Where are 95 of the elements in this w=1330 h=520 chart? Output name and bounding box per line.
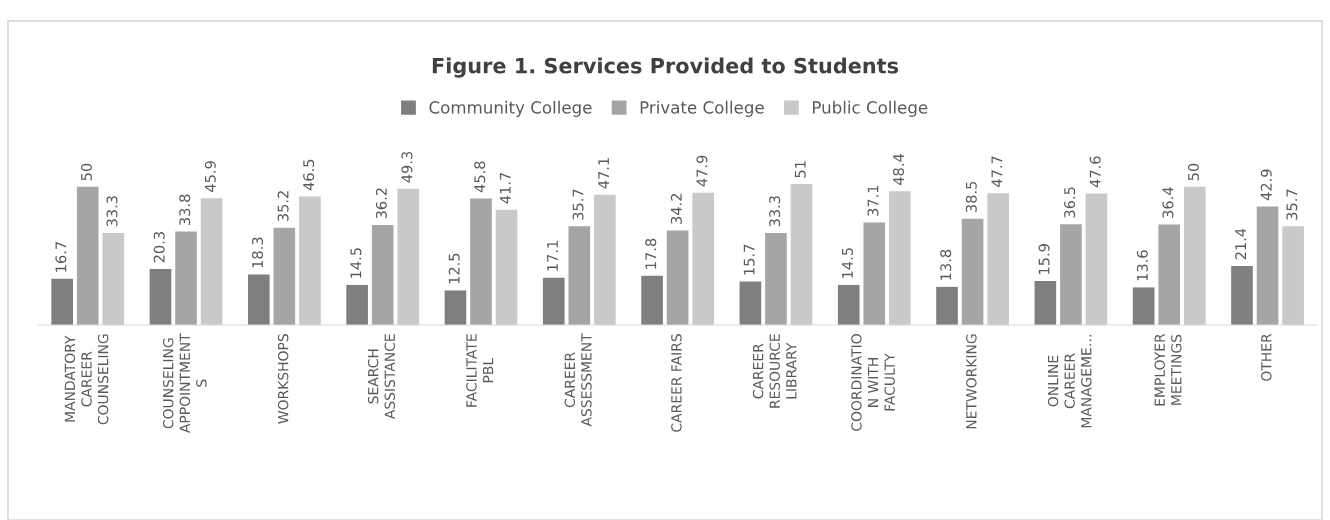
data-label: 47.6 bbox=[1089, 156, 1101, 188]
x-tick-label: FACILITATE PBL bbox=[466, 334, 494, 407]
bar bbox=[1158, 224, 1181, 325]
data-label: 37.1 bbox=[867, 185, 879, 216]
bar bbox=[76, 186, 99, 325]
x-tick-label: MANDATORY CAREER COUNSELING bbox=[64, 334, 109, 425]
bar bbox=[1034, 281, 1057, 325]
bar bbox=[149, 268, 172, 325]
data-label: 33.8 bbox=[179, 194, 191, 225]
bar bbox=[1256, 206, 1279, 325]
bar bbox=[495, 209, 518, 325]
bar bbox=[299, 196, 321, 325]
bar bbox=[371, 224, 394, 325]
data-label: 45.9 bbox=[204, 161, 216, 192]
data-label: 41.7 bbox=[499, 173, 511, 204]
bar bbox=[444, 290, 467, 325]
x-tick-label: CAREER FAIRS bbox=[671, 334, 682, 432]
data-label: 36.2 bbox=[375, 188, 387, 219]
bar bbox=[666, 230, 689, 325]
bar bbox=[51, 278, 73, 325]
data-label: 50 bbox=[80, 163, 92, 181]
data-label: 13.6 bbox=[1136, 250, 1148, 281]
x-tick-label: ONLINE CAREER MANAGEME… bbox=[1047, 334, 1092, 428]
data-label: 38.5 bbox=[965, 181, 977, 212]
bar bbox=[568, 226, 591, 325]
bar bbox=[863, 222, 886, 325]
bar bbox=[987, 193, 1009, 325]
bar bbox=[641, 275, 663, 325]
bar bbox=[102, 233, 125, 325]
bar bbox=[1085, 193, 1108, 325]
data-label: 15.9 bbox=[1038, 244, 1050, 274]
data-label: 16.7 bbox=[55, 242, 67, 272]
data-label: 51 bbox=[794, 161, 806, 178]
x-tick-label: CAREER ASSESSMENT bbox=[564, 333, 592, 427]
data-label: 13.8 bbox=[940, 249, 952, 280]
data-label: 47.1 bbox=[598, 158, 609, 189]
bar bbox=[1060, 224, 1082, 325]
data-label: 47.7 bbox=[991, 156, 1003, 187]
bar bbox=[273, 227, 296, 325]
data-label: 36.5 bbox=[1064, 187, 1076, 218]
bar bbox=[1132, 287, 1155, 325]
data-label: 33.3 bbox=[106, 196, 118, 227]
bar bbox=[837, 284, 860, 325]
legend-label: Private College bbox=[640, 100, 764, 117]
data-label: 35.7 bbox=[572, 189, 584, 220]
data-label: 15.7 bbox=[743, 244, 755, 275]
bar bbox=[961, 218, 984, 325]
bar bbox=[1231, 265, 1253, 325]
bar bbox=[397, 188, 420, 325]
x-tick-label: WORKSHOPS bbox=[277, 334, 289, 424]
chart-title: Figure 1. Services Provided to Students bbox=[432, 57, 899, 78]
bar bbox=[790, 184, 813, 325]
x-tick-label: SEARCH ASSISTANCE bbox=[367, 334, 396, 420]
bar bbox=[594, 194, 616, 325]
x-tick-label: EMPLOYER MEETINGS bbox=[1154, 333, 1182, 406]
legend-label: Community College bbox=[429, 100, 592, 117]
data-label: 20.3 bbox=[153, 232, 165, 263]
bar bbox=[247, 274, 270, 325]
data-label: 17.8 bbox=[645, 238, 657, 269]
data-label: 33.3 bbox=[769, 196, 781, 227]
x-tick-label: CAREER RESOURCE LIBRARY bbox=[752, 334, 797, 408]
x-tick-label: OTHER bbox=[1261, 333, 1272, 381]
data-label: 46.5 bbox=[303, 159, 315, 191]
bar bbox=[1183, 186, 1206, 325]
data-label: 21.4 bbox=[1235, 228, 1246, 260]
data-label: 14.5 bbox=[350, 248, 362, 278]
x-tick-label: NETWORKING bbox=[966, 334, 977, 429]
data-label: 50 bbox=[1187, 163, 1200, 181]
bar bbox=[889, 191, 911, 325]
data-label: 14.5 bbox=[842, 248, 853, 278]
bar bbox=[175, 231, 197, 325]
bar bbox=[542, 277, 565, 325]
bar bbox=[692, 192, 715, 325]
data-label: 36.4 bbox=[1162, 187, 1174, 218]
data-label: 42.9 bbox=[1260, 169, 1272, 201]
data-label: 48.4 bbox=[893, 154, 905, 186]
data-label: 49.3 bbox=[401, 151, 413, 183]
bar bbox=[1282, 226, 1304, 325]
data-label: 18.3 bbox=[252, 237, 264, 268]
bar bbox=[739, 281, 762, 325]
data-label: 34.2 bbox=[670, 193, 682, 224]
bar bbox=[936, 286, 958, 325]
data-label: 12.5 bbox=[448, 253, 460, 284]
bar bbox=[470, 198, 492, 325]
bar bbox=[346, 284, 368, 325]
legend-label: Public College bbox=[813, 100, 928, 117]
data-label: 35.7 bbox=[1286, 189, 1298, 220]
x-tick-label: COUNSELING APPOINTMENT S bbox=[162, 333, 207, 434]
data-label: 47.9 bbox=[696, 155, 708, 187]
data-label: 45.8 bbox=[474, 161, 486, 193]
x-tick-label: COORDINATIO N WITH FACULTY bbox=[851, 334, 895, 431]
data-label: 35.2 bbox=[277, 191, 289, 222]
bar bbox=[200, 198, 223, 325]
data-label: 17.1 bbox=[547, 241, 558, 271]
bar bbox=[765, 233, 787, 325]
